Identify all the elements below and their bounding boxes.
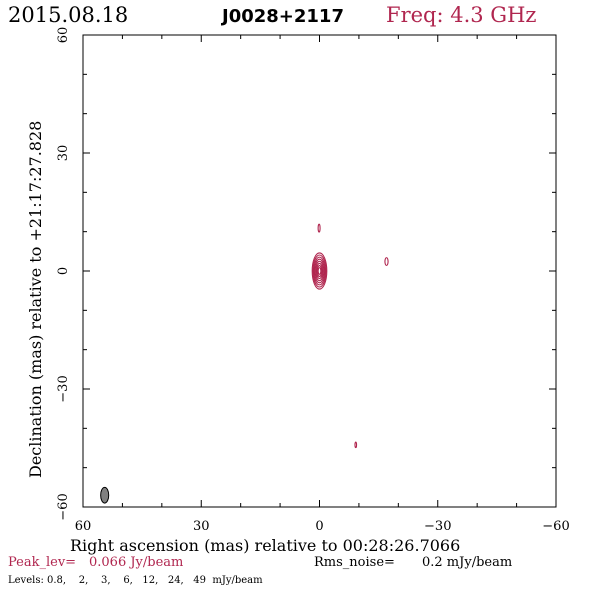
beam-shape xyxy=(100,486,110,504)
contour-level xyxy=(311,252,328,290)
rms-noise-label: Rms_noise= xyxy=(314,555,395,570)
x-tick-labels: 60 30 0 −30 −60 xyxy=(75,519,570,534)
x-axis-label: Right ascension (mas) relative to 00:28:… xyxy=(70,536,460,555)
peak-level-label: Peak_lev= xyxy=(8,555,76,570)
x-tick-label: 0 xyxy=(315,519,323,534)
x-tick-label: 60 xyxy=(75,519,92,534)
beam-ellipse xyxy=(100,486,110,504)
y-tick-labels: 60 30 0 −30 −60 xyxy=(56,27,71,521)
x-tick-label: −30 xyxy=(424,519,451,534)
contour-level xyxy=(317,223,321,233)
y-axis-label: Declination (mas) relative to +21:17:27.… xyxy=(26,121,45,478)
x-tick-label: −60 xyxy=(542,519,569,534)
axis-ticks xyxy=(82,34,557,508)
y-tick-label: 0 xyxy=(56,267,71,275)
contour-level xyxy=(312,254,327,288)
contour-level xyxy=(317,267,322,275)
y-tick-label: 60 xyxy=(56,27,71,44)
observation-date: 2015.08.18 xyxy=(8,3,128,27)
y-tick-label: 30 xyxy=(56,145,71,162)
contour-level xyxy=(354,441,358,449)
contour-level xyxy=(316,264,323,278)
contour-level xyxy=(314,258,325,284)
contour-levels-text: Levels: 0.8, 2, 3, 6, 12, 24, 49 mJy/bea… xyxy=(8,575,263,586)
x-tick-label: 30 xyxy=(193,519,210,534)
contour-level xyxy=(384,257,389,267)
y-tick-label: −60 xyxy=(56,493,71,520)
contour-level xyxy=(315,260,324,282)
rms-noise-value: 0.2 mJy/beam xyxy=(422,555,512,570)
contour-level xyxy=(313,256,326,286)
plot-frame xyxy=(82,34,557,508)
frequency-label: Freq: 4.3 GHz xyxy=(386,3,536,27)
peak-level-value: 0.066 Jy/beam xyxy=(89,555,183,570)
y-tick-label: −30 xyxy=(56,375,71,402)
contour-level xyxy=(315,262,324,280)
source-name: J0028+2117 xyxy=(220,6,344,27)
contour-components xyxy=(311,223,389,449)
